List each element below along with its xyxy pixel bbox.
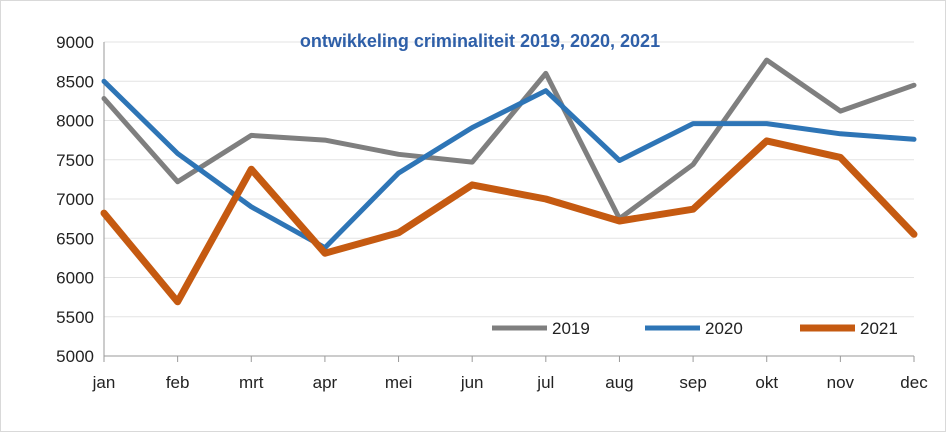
series-lines xyxy=(100,57,918,306)
y-tick-label: 9000 xyxy=(56,33,94,52)
y-tick-label: 5500 xyxy=(56,308,94,327)
y-tick-label: 8000 xyxy=(56,112,94,131)
y-tick-label: 7000 xyxy=(56,190,94,209)
legend: 2019 2020 2021 xyxy=(492,319,898,338)
x-tick-label: jun xyxy=(460,373,484,392)
series-line-2019 xyxy=(101,57,917,222)
legend-label-2019: 2019 xyxy=(552,319,590,338)
legend-label-2021: 2021 xyxy=(860,319,898,338)
x-tick-labels: jan feb mrt apr mei jun jul aug sep okt nov dec xyxy=(92,356,928,392)
x-tick-label: aug xyxy=(605,373,633,392)
chart-title: ontwikkeling criminaliteit 2019, 2020, 2… xyxy=(300,31,660,51)
y-tick-label: 7500 xyxy=(56,151,94,170)
y-tick-label: 8500 xyxy=(56,72,94,91)
y-tick-labels: 5000 5500 6000 6500 7000 7500 8000 8500 9000 xyxy=(56,33,94,366)
series-line-2021 xyxy=(100,137,918,306)
axes xyxy=(103,42,914,357)
x-tick-label: dec xyxy=(900,373,928,392)
y-tick-label: 6000 xyxy=(56,269,94,288)
x-tick-label: nov xyxy=(827,373,855,392)
gridlines xyxy=(104,41,914,318)
x-tick-label: okt xyxy=(755,373,778,392)
y-tick-label: 6500 xyxy=(56,229,94,248)
x-tick-label: jul xyxy=(536,373,554,392)
x-tick-label: sep xyxy=(679,373,706,392)
x-tick-label: mrt xyxy=(239,373,264,392)
legend-label-2020: 2020 xyxy=(705,319,743,338)
x-tick-label: apr xyxy=(313,373,338,392)
x-tick-label: jan xyxy=(92,373,116,392)
x-tick-label: feb xyxy=(166,373,190,392)
y-tick-label: 5000 xyxy=(56,347,94,366)
x-tick-label: mei xyxy=(385,373,412,392)
